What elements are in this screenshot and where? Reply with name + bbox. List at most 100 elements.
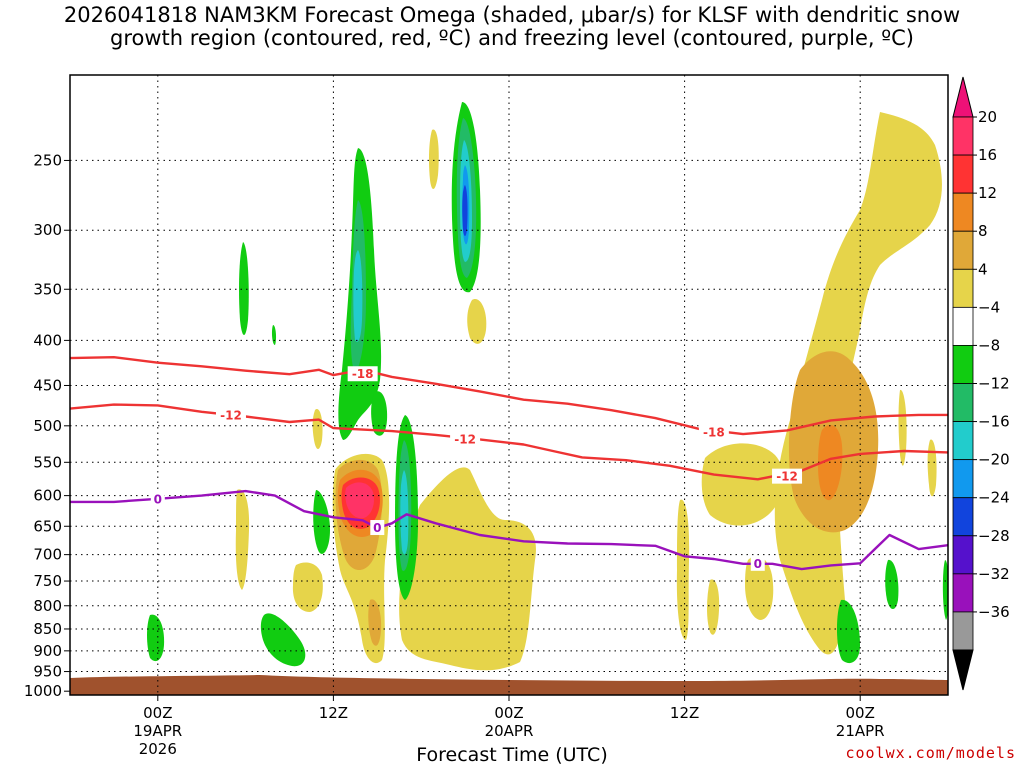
colorbar-swatch-2 <box>952 192 974 232</box>
contour-labels: -18 -18 -12 -12 -12 0 0 0 <box>150 366 803 571</box>
y-tick-label-850: 850 <box>33 620 62 638</box>
x-tick-label-0-0: 00Z <box>143 704 172 722</box>
contour-label-bg-freezing-level-0-0 <box>150 491 165 507</box>
y-tick-label-900: 900 <box>33 642 62 660</box>
y-tick-label-250: 250 <box>33 151 62 169</box>
y-tick-label-550: 550 <box>33 453 62 471</box>
colorbar-swatch-7 <box>952 383 974 422</box>
colorbar-label-10: −24 <box>978 489 1010 507</box>
ascent-small-3 <box>313 490 330 554</box>
colorbar-label-7: −12 <box>978 375 1010 393</box>
contour-label-dgz-minus-12-2: -12 <box>776 470 798 484</box>
ascent-max-upper <box>462 185 468 236</box>
x-tick-label-3-0: 12Z <box>670 704 699 722</box>
chart-title-line1: 2026041818 NAM3KM Forecast Omega (shaded… <box>63 3 961 27</box>
terrain-surface <box>70 675 948 695</box>
contour-freezing-level-0 <box>70 489 948 571</box>
colorbar-swatch-0 <box>952 116 974 156</box>
y-tick-label-950: 950 <box>33 663 62 681</box>
colorbar-swatch-6 <box>952 345 974 384</box>
x-tick-label-1-0: 12Z <box>319 704 348 722</box>
ascent-strong-low <box>400 470 409 555</box>
x-tick-label-0-1: 19APR <box>133 722 182 740</box>
contour-label-bg-freezing-level-0-2 <box>750 555 765 571</box>
contour-dgz-minus-18 <box>70 356 948 436</box>
descent-region-small-5 <box>745 556 774 620</box>
contour-label-freezing-level-0-2: 0 <box>754 557 762 571</box>
y-tick-label-1000: 1000 <box>24 682 62 700</box>
y-tick-label-400: 400 <box>33 331 62 349</box>
x-tick-label-0-2: 2026 <box>139 740 177 758</box>
y-tick-label-750: 750 <box>33 572 62 590</box>
descent-region-small-10 <box>927 439 937 497</box>
chart-title-line2: growth region (contoured, red, ºC) and f… <box>110 26 914 50</box>
contour-label-bg-freezing-level-0-1 <box>370 520 385 536</box>
colorbar-swatch-9 <box>952 459 974 499</box>
descent-region-small-2 <box>292 562 323 612</box>
colorbar-label-11: −28 <box>978 527 1010 545</box>
contour-label-dgz-minus-18-0: -18 <box>352 367 374 381</box>
chart-title: 2026041818 NAM3KM Forecast Omega (shaded… <box>0 4 1024 50</box>
descent-stronger-low <box>368 599 382 646</box>
ascent-small-9 <box>271 325 277 345</box>
colorbar-top-arrow <box>952 76 974 118</box>
descent-max-regions <box>341 477 380 529</box>
contour-label-bg-dgz-minus-12-2 <box>772 468 803 484</box>
ascent-small-7 <box>885 559 899 609</box>
gridlines <box>70 75 948 695</box>
colorbar-swatch-10 <box>952 497 974 537</box>
ascent-max-regions <box>462 185 468 236</box>
colorbar-swatch-11 <box>952 535 974 575</box>
colorbar-swatch-8 <box>952 421 974 461</box>
colorbar: 20 16 12 8 4 −4 −8 −12 −16 −20 −24 −28 −32 −36 <box>952 76 1010 691</box>
colorbar-swatch-12 <box>952 573 974 613</box>
credit-text: coolwx.com/models <box>845 744 1016 762</box>
ascent-strong-mid <box>353 250 363 342</box>
y-tick-label-350: 350 <box>33 280 62 298</box>
colorbar-swatch-3 <box>952 230 974 270</box>
ascent-small-4 <box>147 614 165 662</box>
ascent-small-6 <box>836 599 860 664</box>
y-tick-label-700: 700 <box>33 546 62 564</box>
colorbar-label-6: −8 <box>978 336 1000 354</box>
y-tick-label-650: 650 <box>33 517 62 535</box>
contour-label-freezing-level-0-1: 0 <box>373 521 381 535</box>
contour-label-freezing-level-0-0: 0 <box>154 492 162 506</box>
y-tick-label-450: 450 <box>33 376 62 394</box>
ascent-small-8 <box>942 560 948 620</box>
colorbar-label-9: −20 <box>978 451 1010 469</box>
x-tick-label-4-0: 00Z <box>846 704 875 722</box>
y-tick-label-500: 500 <box>33 417 62 435</box>
colorbar-swatch-5 <box>952 306 974 346</box>
colorbar-label-8: −16 <box>978 413 1010 431</box>
y-tick-label-800: 800 <box>33 597 62 615</box>
descent-region-small-4 <box>707 579 720 635</box>
descent-region-small-8 <box>312 409 323 449</box>
y-tick-label-300: 300 <box>33 221 62 239</box>
colorbar-swatch-13 <box>952 611 974 651</box>
x-axis-title: Forecast Time (UTC) <box>416 744 608 766</box>
colorbar-label-3: 8 <box>978 222 988 240</box>
contour-label-bg-dgz-minus-18-1 <box>698 424 729 440</box>
descent-region-small-7 <box>467 299 487 344</box>
contour-label-dgz-minus-12-1: -12 <box>454 432 476 446</box>
descent-region-small-1 <box>235 489 250 590</box>
ascent-small-1 <box>239 242 249 335</box>
colorbar-label-12: −32 <box>978 565 1010 583</box>
contour-label-bg-dgz-minus-12-0 <box>215 407 246 423</box>
contour-label-bg-dgz-minus-18-0 <box>347 366 378 382</box>
y-axis: 250 300 350 400 450 500 550 600 650 700 750 800 850 9… <box>24 151 70 700</box>
colorbar-label-4: 4 <box>978 260 988 278</box>
colorbar-swatch-4 <box>952 268 974 308</box>
ascent-small-2 <box>371 391 388 436</box>
colorbar-label-1: 16 <box>978 146 997 164</box>
descent-region-small-9 <box>898 389 907 466</box>
colorbar-label-13: −36 <box>978 603 1010 621</box>
colorbar-bottom-arrow <box>952 649 974 691</box>
descent-region-east-mid <box>701 443 784 526</box>
x-tick-label-4-1: 21APR <box>836 722 885 740</box>
colorbar-swatch-1 <box>952 154 974 194</box>
descent-region-small-3 <box>676 499 690 640</box>
contour-label-bg-dgz-minus-12-1 <box>450 431 481 447</box>
